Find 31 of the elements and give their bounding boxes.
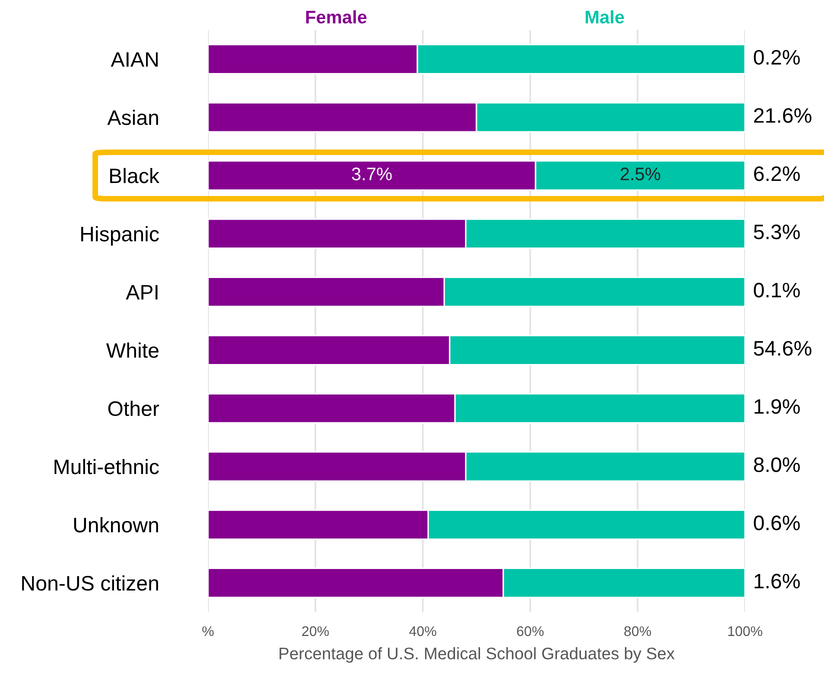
- text: 21.6%: [754, 108, 812, 123]
- y-tick-label: White: [106, 342, 158, 358]
- y-tick-label: API: [126, 285, 158, 300]
- annotation: 2.5%: [620, 168, 660, 180]
- text: 5.3%: [754, 224, 800, 240]
- y-tick-label: Unknown: [74, 517, 158, 532]
- y-tick-label: Hispanic: [81, 226, 159, 246]
- series-label: Male: [586, 10, 624, 24]
- text: 0.6%: [754, 516, 800, 530]
- x-tick-label: 80%: [624, 626, 652, 636]
- text: 0.1%: [754, 282, 800, 298]
- y-tick-label: AIAN: [110, 52, 158, 67]
- y-tick-label: Multi-ethnic: [54, 458, 159, 474]
- x-tick-label: %: [202, 626, 214, 636]
- text: 1.6%: [754, 574, 800, 588]
- text: 6.2%: [754, 166, 800, 182]
- x-tick-label: 40%: [409, 626, 436, 636]
- text: 0.2%: [754, 50, 800, 65]
- text: 54.6%: [754, 340, 812, 356]
- text: 1.9%: [754, 399, 800, 414]
- y-tick-label: Other: [108, 400, 160, 416]
- x-tick-label: 20%: [302, 626, 329, 636]
- text: 8.0%: [754, 457, 800, 472]
- series-label: Female: [306, 10, 367, 24]
- y-tick-label: Black: [110, 168, 160, 184]
- x-axis-title: Percentage of U.S. Medical School Graduates by Sex: [280, 647, 675, 663]
- x-tick-label: 100%: [728, 626, 762, 636]
- y-tick-label: Non-US citizen: [22, 575, 158, 591]
- y-tick-label: Asian: [107, 110, 158, 126]
- x-tick-label: 60%: [517, 626, 544, 636]
- annotation: 3.7%: [352, 168, 392, 180]
